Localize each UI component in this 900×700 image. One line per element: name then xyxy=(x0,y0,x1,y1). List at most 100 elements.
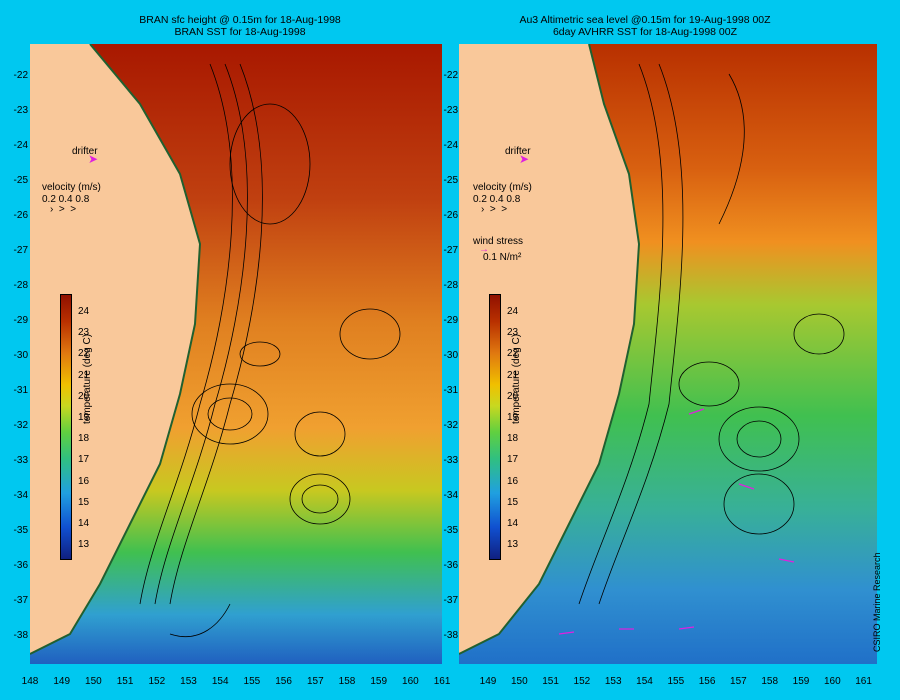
colorbar-tick: 16 xyxy=(78,475,90,487)
left-lon-tick: 152 xyxy=(148,676,166,687)
right-lon-tick: 157 xyxy=(730,676,747,687)
left-lon-tick: 150 xyxy=(85,676,102,687)
left-lat-tick: -27 xyxy=(13,245,28,256)
colorbar-tick: 24 xyxy=(507,306,519,317)
colorbar-tick: 13 xyxy=(78,539,90,551)
right-sst-map xyxy=(459,44,877,664)
right-lat-tick: -37 xyxy=(443,595,458,606)
left-lon-tick: 154 xyxy=(211,676,229,687)
left-lat-tick: -33 xyxy=(13,455,28,466)
left-lon-tick: 159 xyxy=(370,676,388,687)
right-lat-tick: -33 xyxy=(443,455,458,466)
colorbar-tick: 15 xyxy=(78,496,90,508)
left-sst-map xyxy=(30,44,442,664)
right-lon-tick: 152 xyxy=(573,676,591,687)
right-velocity-scale: 0.2 0.4 0.8 xyxy=(473,194,521,205)
right-drifter-arrow-icon: ➤ xyxy=(519,152,530,166)
colorbar-tick: 23 xyxy=(507,327,519,339)
right-lon-tick: 159 xyxy=(792,676,810,687)
left-lon-tick: 148 xyxy=(21,676,39,687)
left-lat-tick: -34 xyxy=(13,490,28,501)
colorbar-tick: 22 xyxy=(507,348,519,360)
left-velocity-arrows-icon: › > > xyxy=(50,204,77,215)
left-lon-tick: 155 xyxy=(243,676,261,687)
left-lon-tick: 158 xyxy=(338,676,356,687)
right-lat-tick: -22 xyxy=(443,70,458,81)
right-lat-tick: -29 xyxy=(443,315,458,326)
left-lat-tick: -28 xyxy=(13,280,28,291)
right-lat-tick: -36 xyxy=(443,560,458,571)
left-lat-tick: -36 xyxy=(13,560,28,571)
right-lat-tick: -24 xyxy=(443,140,458,151)
left-drifter-arrow-icon: ➤ xyxy=(88,152,99,166)
left-map-panel: drifter ➤ velocity (m/s) 0.2 0.4 0.8 › >… xyxy=(30,44,442,664)
right-lat-tick: -34 xyxy=(443,490,458,501)
right-lat-tick: -30 xyxy=(443,350,458,361)
right-lon-tick: 156 xyxy=(698,676,716,687)
coastline xyxy=(30,44,202,655)
left-lat-tick: -32 xyxy=(13,420,28,431)
left-lat-tick: -38 xyxy=(13,630,28,641)
right-lon-tick: 158 xyxy=(761,676,779,687)
left-lon-tick: 156 xyxy=(275,676,292,687)
left-lat-tick: -24 xyxy=(13,140,28,151)
colorbar-tick: 21 xyxy=(78,369,90,381)
left-lat-tick: -29 xyxy=(13,315,28,326)
right-colorbar xyxy=(489,294,501,560)
credit-text: CSIRO Marine Research xyxy=(872,552,882,652)
left-lon-tick: 160 xyxy=(402,676,419,687)
right-lat-tick: -31 xyxy=(443,385,458,396)
right-drifter-label: drifter xyxy=(505,146,531,157)
left-lon-tick: 153 xyxy=(180,676,197,687)
colorbar-tick: 23 xyxy=(78,327,90,339)
right-velocity-label: velocity (m/s) xyxy=(473,182,532,193)
coastline xyxy=(459,44,641,655)
right-lon-tick: 161 xyxy=(855,676,872,687)
colorbar-tick: 18 xyxy=(507,433,519,445)
right-lon-tick: 160 xyxy=(823,676,841,687)
left-lon-tick: 161 xyxy=(433,676,451,687)
right-lon-tick: 154 xyxy=(636,676,653,687)
right-map-panel: drifter ➤ velocity (m/s) 0.2 0.4 0.8 › >… xyxy=(459,44,877,664)
right-lat-tick: -26 xyxy=(443,210,458,221)
right-lat-tick: -35 xyxy=(443,525,458,536)
colorbar-tick: 20 xyxy=(507,390,519,402)
right-lat-tick: -32 xyxy=(443,420,458,431)
right-lon-tick: 149 xyxy=(479,676,497,687)
colorbar-tick: 17 xyxy=(507,454,519,466)
left-title-line1: BRAN sfc height @ 0.15m for 18-Aug-1998 xyxy=(139,14,341,26)
right-title-line1: Au3 Altimetric sea level @0.15m for 19-A… xyxy=(519,14,771,26)
left-lat-tick: -25 xyxy=(13,175,28,186)
left-velocity-scale: 0.2 0.4 0.8 xyxy=(42,194,90,205)
right-lat-tick: -28 xyxy=(443,280,458,291)
colorbar-tick: 16 xyxy=(507,475,519,487)
left-drifter-label: drifter xyxy=(72,146,98,157)
left-lat-tick: -37 xyxy=(13,595,28,606)
right-title: Au3 Altimetric sea level @0.15m for 19-A… xyxy=(495,14,795,38)
colorbar-tick: 17 xyxy=(78,454,90,466)
left-lat-tick: -23 xyxy=(13,105,28,116)
left-title-line2: BRAN SST for 18-Aug-1998 xyxy=(174,26,306,38)
right-lat-tick: -27 xyxy=(443,245,458,256)
right-lon-tick: 150 xyxy=(510,676,528,687)
left-colorbar xyxy=(60,294,72,560)
colorbar-tick: 18 xyxy=(78,433,90,445)
colorbar-tick: 14 xyxy=(78,518,90,529)
left-lon-tick: 157 xyxy=(306,676,324,687)
right-lat-tick: -38 xyxy=(443,630,458,641)
right-lon-tick: 155 xyxy=(667,676,685,687)
left-lat-tick: -26 xyxy=(13,210,28,221)
right-wind-scale: 0.1 N/m² xyxy=(483,252,522,263)
ocean-sst xyxy=(459,44,877,664)
left-lat-tick: -30 xyxy=(13,350,28,361)
wind-arrow-icon: → xyxy=(479,244,489,255)
right-lon-tick: 151 xyxy=(542,676,559,687)
colorbar-tick: 19 xyxy=(78,412,90,423)
colorbar-tick: 15 xyxy=(507,496,519,508)
colorbar-tick: 19 xyxy=(507,412,519,423)
left-title: BRAN sfc height @ 0.15m for 18-Aug-1998 … xyxy=(90,14,390,38)
left-lon-tick: 149 xyxy=(53,676,71,687)
colorbar-tick: 24 xyxy=(78,306,90,317)
right-wind-label: wind stress xyxy=(473,236,524,247)
left-lat-tick: -31 xyxy=(13,385,28,396)
